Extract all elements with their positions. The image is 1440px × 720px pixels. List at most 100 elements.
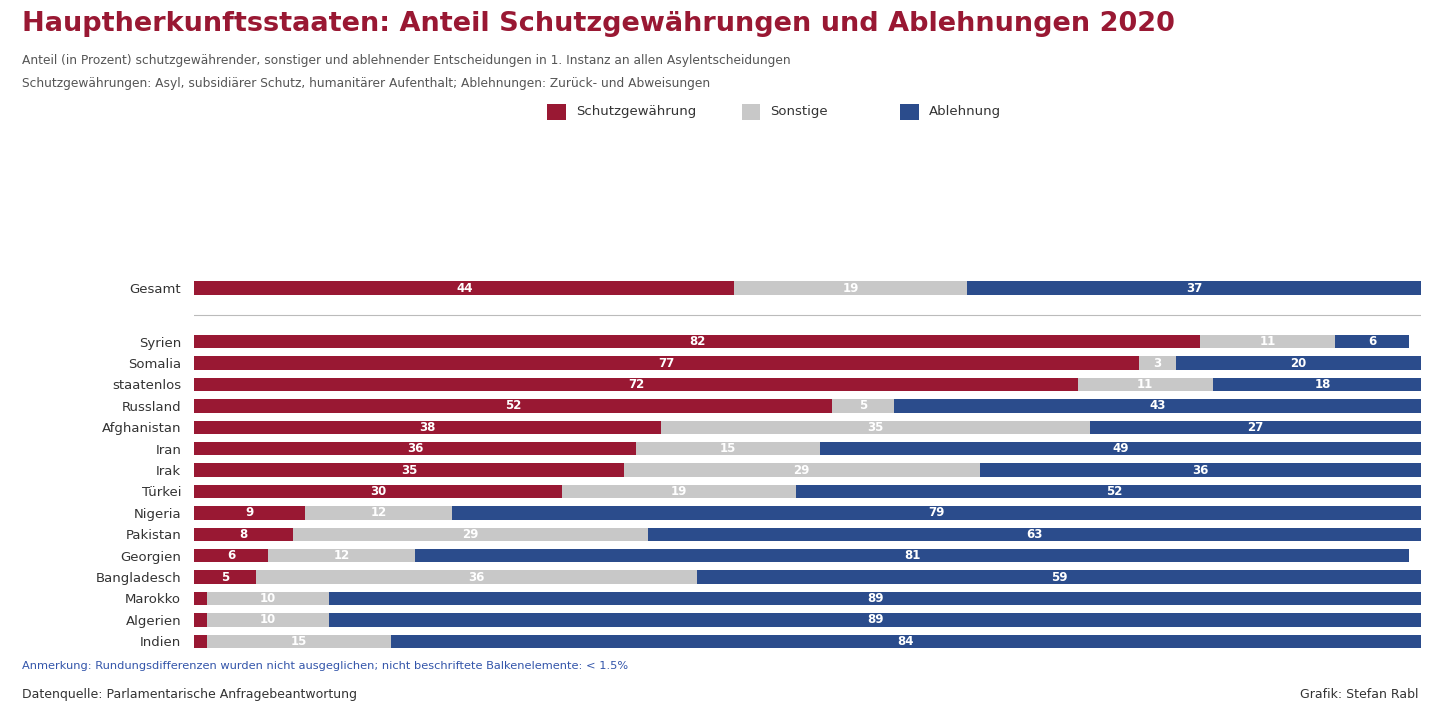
Text: 15: 15 — [720, 442, 736, 455]
Bar — [305, 506, 452, 520]
Bar — [194, 282, 734, 295]
Bar — [979, 464, 1421, 477]
Bar — [194, 335, 1201, 348]
Bar — [292, 528, 648, 541]
Text: 35: 35 — [867, 420, 884, 433]
Text: 36: 36 — [1192, 464, 1208, 477]
Bar — [661, 420, 1090, 434]
Bar — [563, 485, 795, 498]
Text: 35: 35 — [400, 464, 418, 477]
Text: 10: 10 — [259, 613, 276, 626]
Bar — [648, 528, 1421, 541]
Text: 77: 77 — [658, 356, 675, 369]
Text: 49: 49 — [1113, 442, 1129, 455]
Text: 36: 36 — [408, 442, 423, 455]
Bar — [1335, 335, 1408, 348]
Text: 11: 11 — [1260, 336, 1276, 348]
Bar — [194, 378, 1077, 391]
Text: 29: 29 — [793, 464, 809, 477]
Text: 44: 44 — [456, 282, 472, 294]
Bar — [194, 400, 832, 413]
Bar — [968, 282, 1421, 295]
Bar — [194, 356, 1139, 370]
Bar — [256, 570, 697, 584]
Bar — [734, 282, 968, 295]
Text: 37: 37 — [1187, 282, 1202, 294]
Text: 19: 19 — [842, 282, 860, 294]
Text: Grafik: Stefan Rabl: Grafik: Stefan Rabl — [1300, 688, 1418, 701]
Text: 20: 20 — [1290, 356, 1306, 369]
Bar — [1201, 335, 1335, 348]
Bar — [194, 592, 207, 605]
Text: 6: 6 — [1368, 336, 1377, 348]
Text: 82: 82 — [690, 336, 706, 348]
Bar — [207, 592, 330, 605]
Text: 5: 5 — [220, 570, 229, 584]
Bar — [415, 549, 1408, 562]
Bar — [452, 506, 1421, 520]
Text: 79: 79 — [929, 506, 945, 519]
Bar — [1139, 356, 1176, 370]
Bar — [330, 592, 1421, 605]
Bar — [1212, 378, 1434, 391]
Text: 52: 52 — [505, 400, 521, 413]
Bar — [194, 464, 624, 477]
Bar — [194, 549, 268, 562]
Text: 11: 11 — [1138, 378, 1153, 391]
Bar — [194, 485, 563, 498]
Text: 30: 30 — [370, 485, 386, 498]
Bar — [697, 570, 1421, 584]
Text: 89: 89 — [867, 592, 884, 605]
Bar — [624, 464, 979, 477]
Text: 27: 27 — [1247, 420, 1264, 433]
Bar — [194, 420, 661, 434]
Bar — [1090, 420, 1421, 434]
Text: Schutzgewährungen: Asyl, subsidiärer Schutz, humanitärer Aufenthalt; Ablehnungen: Schutzgewährungen: Asyl, subsidiärer Sch… — [22, 77, 710, 90]
Text: 18: 18 — [1315, 378, 1332, 391]
Bar — [194, 613, 207, 626]
Text: 59: 59 — [1051, 570, 1067, 584]
Bar — [330, 613, 1421, 626]
Text: 9: 9 — [245, 506, 253, 519]
Bar — [832, 400, 894, 413]
Bar — [194, 506, 305, 520]
Bar — [207, 634, 390, 648]
Bar — [268, 549, 415, 562]
Text: 89: 89 — [867, 613, 884, 626]
Text: Ablehnung: Ablehnung — [929, 105, 1001, 118]
Bar — [1176, 356, 1421, 370]
Bar — [194, 570, 256, 584]
Text: 10: 10 — [259, 592, 276, 605]
Text: 12: 12 — [334, 549, 350, 562]
Text: 15: 15 — [291, 635, 307, 648]
Text: Anteil (in Prozent) schutzgewährender, sonstiger und ablehnender Entscheidungen : Anteil (in Prozent) schutzgewährender, s… — [22, 54, 791, 67]
Text: 12: 12 — [370, 506, 386, 519]
Text: 5: 5 — [858, 400, 867, 413]
Text: 36: 36 — [468, 570, 485, 584]
Text: 52: 52 — [1106, 485, 1123, 498]
Text: 63: 63 — [1027, 528, 1043, 541]
Text: 43: 43 — [1149, 400, 1166, 413]
Bar — [894, 400, 1421, 413]
Text: Anmerkung: Rundungsdifferenzen wurden nicht ausgeglichen; nicht beschriftete Bal: Anmerkung: Rundungsdifferenzen wurden ni… — [22, 661, 628, 671]
Bar — [1077, 378, 1212, 391]
Bar — [194, 442, 636, 455]
Bar — [194, 634, 207, 648]
Bar — [821, 442, 1421, 455]
Bar — [390, 634, 1421, 648]
Text: 72: 72 — [628, 378, 644, 391]
Text: 38: 38 — [419, 420, 436, 433]
Bar — [795, 485, 1434, 498]
Bar — [636, 442, 821, 455]
Text: 84: 84 — [897, 635, 914, 648]
Text: 19: 19 — [671, 485, 687, 498]
Text: 8: 8 — [239, 528, 248, 541]
Text: 3: 3 — [1153, 356, 1162, 369]
Text: Schutzgewährung: Schutzgewährung — [576, 105, 697, 118]
Bar — [194, 528, 292, 541]
Text: Datenquelle: Parlamentarische Anfragebeantwortung: Datenquelle: Parlamentarische Anfragebea… — [22, 688, 357, 701]
Text: Hauptherkunftsstaaten: Anteil Schutzgewährungen und Ablehnungen 2020: Hauptherkunftsstaaten: Anteil Schutzgewä… — [22, 11, 1175, 37]
Text: 6: 6 — [228, 549, 235, 562]
Text: Sonstige: Sonstige — [770, 105, 828, 118]
Bar — [207, 613, 330, 626]
